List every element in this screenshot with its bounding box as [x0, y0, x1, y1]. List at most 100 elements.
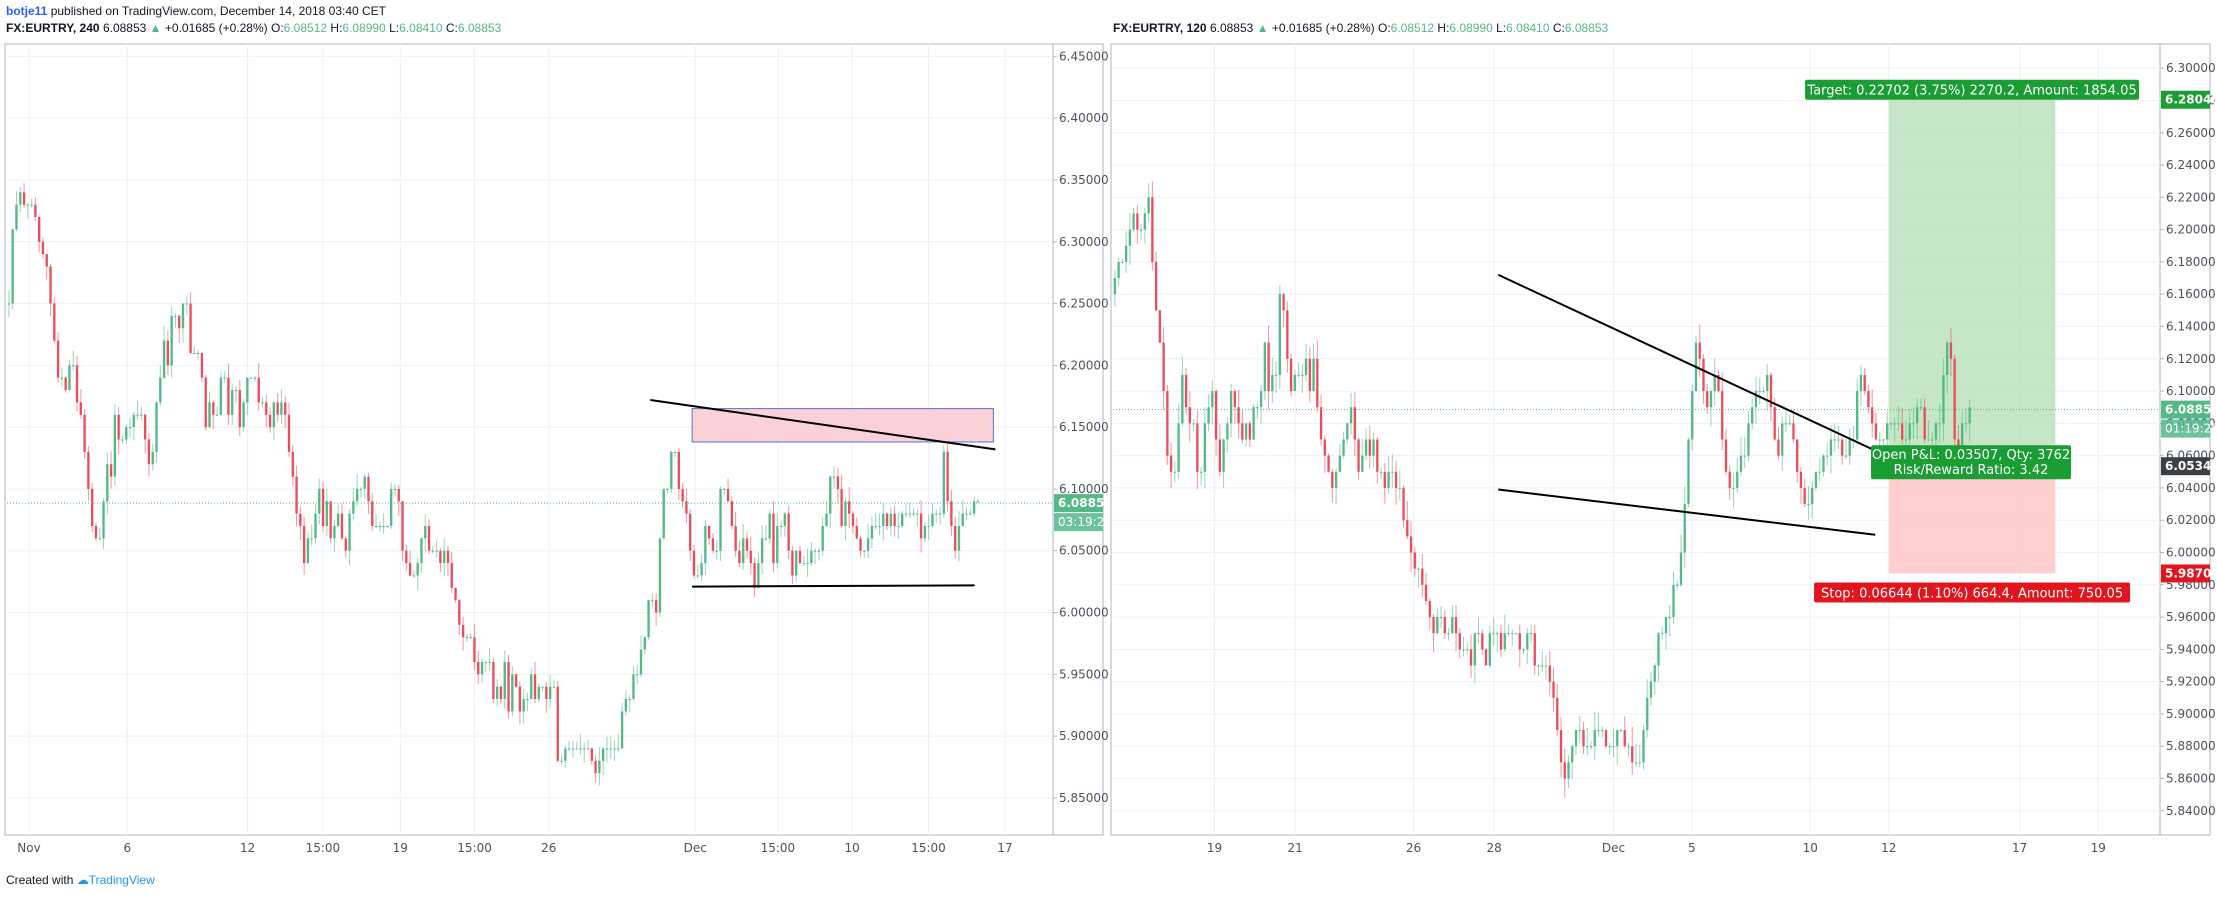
candle-body	[227, 377, 230, 415]
candle-body	[1259, 391, 1263, 408]
candle-body	[1777, 439, 1780, 456]
candle-body	[760, 538, 764, 564]
candle-body	[742, 538, 745, 564]
candle-body	[1826, 455, 1829, 457]
candle-body	[147, 439, 151, 465]
candle-body	[503, 661, 506, 700]
candle-body	[768, 513, 771, 539]
candle-body	[1117, 261, 1120, 279]
candle-body	[295, 476, 298, 514]
candle-body	[1938, 423, 1941, 425]
created-with-text: Created with	[6, 873, 74, 887]
candle-body	[757, 563, 760, 588]
candle-body	[1496, 633, 1499, 635]
y-tick-label: 5.92000	[2166, 675, 2216, 689]
candle-body	[874, 526, 877, 528]
candle-body	[1567, 762, 1570, 779]
candle-body	[427, 526, 431, 551]
close-value: 6.08853	[457, 21, 502, 35]
candle-body	[1732, 487, 1735, 489]
candle-body	[738, 550, 741, 564]
y-tick-label: 6.24000	[2166, 158, 2216, 172]
candle-body	[53, 303, 56, 341]
candle-body	[704, 526, 707, 564]
candle-body	[1927, 439, 1930, 441]
candle-body	[1271, 374, 1274, 392]
candle-body	[473, 637, 476, 662]
candle-body	[954, 526, 957, 551]
candle-body	[79, 402, 82, 415]
candle-body	[1181, 374, 1184, 424]
candle-body	[764, 538, 768, 540]
candle-body	[1469, 649, 1473, 666]
candle-body	[1473, 633, 1476, 666]
candle-body	[155, 402, 158, 452]
candle-body	[1124, 245, 1128, 262]
candle-body	[1897, 423, 1900, 425]
x-tick-label: Dec	[684, 841, 707, 855]
candle-body	[651, 600, 654, 602]
candle-body	[431, 550, 435, 552]
candle-body	[1766, 374, 1769, 392]
candle-body	[1274, 374, 1278, 376]
candle-body	[1593, 730, 1596, 747]
candle-body	[140, 414, 143, 416]
candle-body	[1252, 407, 1255, 440]
candle-body	[1417, 568, 1420, 570]
candle-body	[60, 377, 64, 379]
candle-body	[1218, 439, 1222, 472]
candle-body	[723, 488, 726, 490]
published-text: published on TradingView.com, December 1…	[47, 4, 387, 18]
candle-body	[480, 661, 484, 675]
candle-body	[1556, 697, 1559, 731]
candle-body	[1177, 423, 1180, 472]
candle-body	[1518, 633, 1521, 650]
candle-body	[598, 760, 601, 774]
candle-body	[1668, 617, 1671, 619]
candle-body	[121, 439, 124, 441]
candle-body	[1477, 633, 1480, 635]
candle-body	[658, 538, 662, 613]
candle-body	[181, 303, 185, 329]
candle-body	[1184, 374, 1188, 408]
candle-body	[893, 513, 896, 527]
candle-body	[1687, 439, 1690, 505]
candle-body	[1379, 471, 1383, 473]
candle-body	[1451, 617, 1454, 634]
candle-body	[1676, 584, 1679, 586]
candle-body	[1233, 391, 1237, 408]
candle-body	[1679, 552, 1683, 585]
legend-left: FX:EURTRY, 240 6.08853 ▲ +0.01685 (+0.28…	[6, 21, 502, 35]
x-tick-label: 26	[1406, 841, 1421, 855]
candle-body	[844, 501, 847, 527]
candle-body	[1886, 423, 1889, 440]
candle-body	[128, 427, 132, 429]
candle-body	[1631, 746, 1634, 763]
y-tick-label: 6.16000	[2166, 287, 2216, 301]
candle-body	[208, 402, 211, 428]
last-price-label: 6.08853	[1058, 496, 1113, 510]
candle-body	[851, 513, 855, 527]
candle-body	[1559, 730, 1563, 763]
candle-body	[1282, 294, 1285, 311]
up-arrow-icon: ▲	[149, 21, 162, 35]
candle-body	[484, 661, 487, 663]
candle-body	[87, 451, 90, 489]
author-link[interactable]: botje11	[6, 4, 48, 18]
candle-body	[378, 526, 382, 528]
candle-body	[1289, 358, 1293, 392]
candle-body	[923, 526, 927, 539]
candle-body	[935, 513, 938, 515]
tradingview-brand[interactable]: TradingView	[88, 873, 155, 887]
candle-body	[1207, 407, 1210, 424]
candle-body	[848, 501, 851, 514]
candle-body	[299, 513, 302, 527]
candle-body	[639, 649, 643, 675]
candle-body	[878, 526, 881, 528]
candle-body	[609, 748, 612, 750]
candle-body	[897, 526, 900, 528]
candle-body	[1312, 358, 1315, 392]
candle-body	[1529, 633, 1533, 635]
candle-body	[212, 402, 215, 415]
